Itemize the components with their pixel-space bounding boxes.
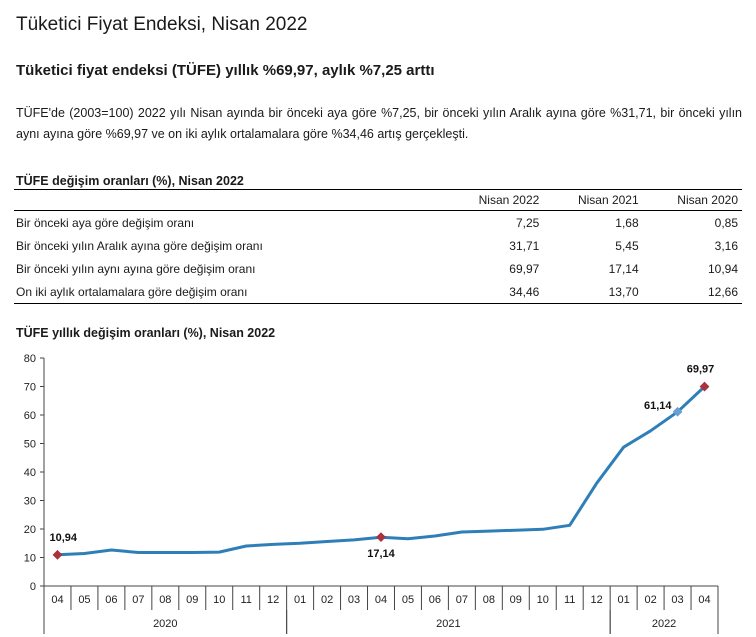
x-tick-label: 04 xyxy=(51,594,63,606)
x-tick-label: 08 xyxy=(483,594,495,606)
table-cell: 1,68 xyxy=(615,215,639,230)
table-header-cell: Nisan 2021 xyxy=(577,193,639,207)
row-label: Bir önceki yılın aynı ayına göre değişim… xyxy=(16,261,256,276)
x-tick-label: 10 xyxy=(537,594,549,606)
x-tick-label: 03 xyxy=(348,594,360,606)
x-tick-label: 06 xyxy=(429,594,441,606)
data-point-marker xyxy=(52,549,63,560)
data-label: 69,97 xyxy=(687,364,715,376)
table-header-cell: Nisan 2020 xyxy=(677,193,738,207)
x-tick-label: 05 xyxy=(402,594,414,606)
data-label: 10,94 xyxy=(49,532,77,544)
x-tick-label: 01 xyxy=(618,594,630,606)
x-tick-label: 11 xyxy=(564,594,575,606)
table-row: Bir önceki yılın aynı ayına göre değişim… xyxy=(14,257,742,280)
table-cell: 69,97 xyxy=(509,261,540,276)
y-tick-label: 0 xyxy=(30,581,36,593)
row-label: Bir önceki aya göre değişim oranı xyxy=(16,215,195,230)
description-paragraph: TÜFE'de (2003=100) 2022 yılı Nisan ayınd… xyxy=(16,106,742,141)
table-cell: 17,14 xyxy=(608,261,639,276)
rates-table-title: TÜFE değişim oranları (%), Nisan 2022 xyxy=(16,174,244,188)
x-tick-label: 07 xyxy=(132,594,144,606)
table-row: Bir önceki yılın Aralık ayına göre değiş… xyxy=(14,234,742,257)
x-tick-label: 01 xyxy=(294,594,306,606)
x-tick-label: 12 xyxy=(591,594,603,606)
table-cell: 34,46 xyxy=(509,284,540,299)
data-point-marker xyxy=(672,406,683,417)
series-line xyxy=(56,385,706,557)
table-cell: 7,25 xyxy=(515,215,540,230)
data-label: 17,14 xyxy=(367,548,395,560)
year-group-label: 2021 xyxy=(436,618,460,630)
rates-table: Nisan 2022 Nisan 2021 Nisan 2020 Bir önc… xyxy=(14,189,742,304)
x-tick-label: 10 xyxy=(213,594,225,606)
y-tick-label: 50 xyxy=(24,439,36,451)
x-tick-label: 02 xyxy=(644,594,656,606)
x-tick-label: 11 xyxy=(240,594,251,606)
table-header-row: Nisan 2022 Nisan 2021 Nisan 2020 xyxy=(14,189,742,211)
table-header-blank xyxy=(14,190,444,211)
y-tick-label: 20 xyxy=(24,524,36,536)
x-tick-label: 03 xyxy=(671,594,683,606)
table-cell: 0,85 xyxy=(714,215,738,230)
table-cell: 10,94 xyxy=(707,261,738,276)
x-tick-label: 04 xyxy=(375,594,387,606)
row-label: On iki aylık ortalamalara göre değişim o… xyxy=(16,284,248,299)
y-tick-label: 80 xyxy=(24,353,36,365)
year-group-label: 2022 xyxy=(652,618,676,630)
page-title: Tüketici Fiyat Endeksi, Nisan 2022 xyxy=(16,14,308,35)
chart-title: TÜFE yıllık değişim oranları (%), Nisan … xyxy=(16,326,276,340)
y-tick-label: 60 xyxy=(24,410,36,422)
data-point-marker xyxy=(699,381,710,392)
y-tick-label: 40 xyxy=(24,467,36,479)
data-label: 61,14 xyxy=(644,400,672,412)
x-tick-label: 09 xyxy=(186,594,198,606)
x-tick-label: 08 xyxy=(159,594,171,606)
headline: Tüketici fiyat endeksi (TÜFE) yıllık %69… xyxy=(16,62,435,79)
y-tick-label: 30 xyxy=(24,496,36,508)
row-label: Bir önceki yılın Aralık ayına göre değiş… xyxy=(16,238,263,253)
table-header-cell: Nisan 2022 xyxy=(478,193,540,207)
table-cell: 5,45 xyxy=(615,238,639,253)
table-cell: 12,66 xyxy=(707,284,738,299)
x-tick-label: 09 xyxy=(510,594,522,606)
x-tick-label: 02 xyxy=(321,594,333,606)
x-tick-label: 05 xyxy=(78,594,90,606)
data-point-marker xyxy=(376,532,386,543)
y-tick-label: 10 xyxy=(24,553,36,565)
table-row: Bir önceki aya göre değişim oranı 7,25 1… xyxy=(14,211,742,235)
y-tick-label: 70 xyxy=(24,382,36,394)
year-group-label: 2020 xyxy=(153,618,177,630)
table-cell: 3,16 xyxy=(714,238,738,253)
x-tick-label: 07 xyxy=(456,594,468,606)
table-cell: 31,71 xyxy=(509,238,540,253)
x-tick-label: 04 xyxy=(698,594,710,606)
table-row: On iki aylık ortalamalara göre değişim o… xyxy=(14,280,742,304)
x-tick-label: 06 xyxy=(105,594,117,606)
x-tick-label: 12 xyxy=(267,594,279,606)
table-cell: 13,70 xyxy=(608,284,639,299)
